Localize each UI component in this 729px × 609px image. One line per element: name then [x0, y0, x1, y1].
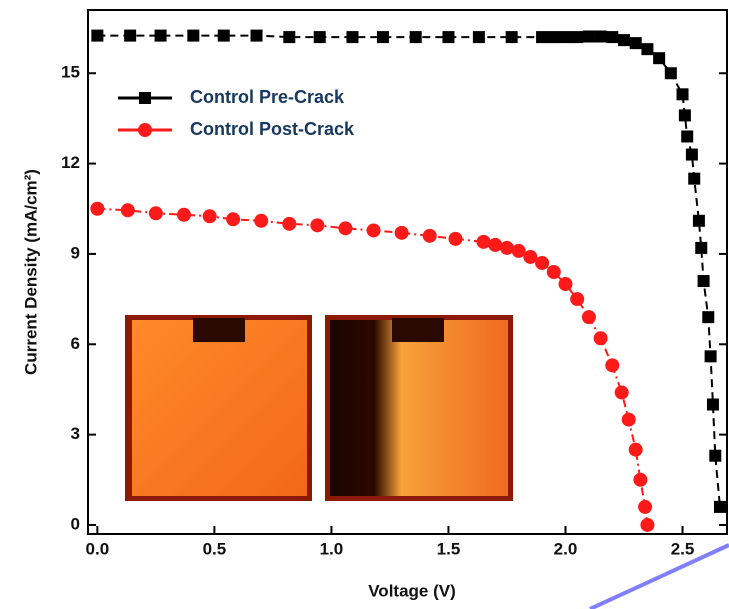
- x-tick-label: 1.5: [437, 539, 461, 558]
- legend-label: Control Post-Crack: [190, 119, 355, 139]
- data-point: [154, 29, 167, 42]
- data-point: [697, 275, 710, 288]
- y-axis-label: Current Density (mA/cm²): [21, 169, 40, 375]
- data-point: [681, 130, 694, 143]
- inset-photo: [132, 320, 307, 496]
- data-point: [558, 277, 573, 292]
- data-point: [442, 31, 455, 44]
- data-point: [605, 358, 620, 373]
- data-point: [511, 243, 526, 258]
- legend-label: Control Pre-Crack: [190, 87, 345, 107]
- data-point: [593, 331, 608, 346]
- data-point: [409, 31, 422, 44]
- data-point: [422, 228, 437, 243]
- data-point: [628, 442, 643, 457]
- data-point: [226, 212, 241, 227]
- y-tick-label: 15: [61, 63, 80, 82]
- series-line: [97, 34, 721, 507]
- data-point: [704, 350, 717, 363]
- inset-contact: [392, 318, 444, 342]
- data-point: [621, 412, 636, 427]
- data-point: [310, 218, 325, 233]
- data-point: [685, 148, 698, 161]
- y-tick-label: 0: [71, 514, 80, 533]
- data-point: [202, 209, 217, 224]
- inset-photo: [330, 320, 508, 496]
- data-point: [653, 52, 666, 65]
- data-point: [546, 265, 561, 279]
- data-point: [629, 37, 642, 50]
- data-point: [90, 201, 105, 216]
- data-point: [618, 34, 631, 47]
- y-tick-label: 6: [71, 334, 80, 353]
- data-point: [313, 31, 326, 44]
- data-point: [499, 240, 514, 255]
- data-point: [695, 241, 708, 254]
- data-point: [606, 31, 619, 44]
- data-point: [582, 30, 595, 43]
- data-point: [571, 31, 584, 44]
- data-point: [713, 500, 726, 513]
- legend-marker: [138, 123, 152, 137]
- y-tick-label: 3: [71, 424, 80, 443]
- data-point: [217, 29, 230, 42]
- data-point: [535, 255, 550, 270]
- legend-marker: [139, 92, 151, 104]
- x-tick-label: 0.0: [86, 539, 110, 558]
- data-point: [187, 29, 200, 42]
- data-point: [547, 31, 560, 44]
- data-point: [638, 499, 653, 514]
- data-point: [476, 234, 491, 249]
- data-point: [523, 249, 538, 264]
- data-point: [570, 292, 585, 307]
- data-point: [706, 398, 719, 411]
- data-point: [692, 214, 705, 227]
- data-point: [536, 31, 549, 44]
- y-tick-label: 12: [61, 153, 80, 172]
- data-point: [678, 109, 691, 122]
- data-point: [394, 225, 409, 240]
- data-point: [338, 221, 353, 236]
- data-point: [641, 43, 654, 56]
- data-point: [614, 385, 629, 400]
- data-point: [376, 31, 389, 44]
- data-point: [472, 31, 485, 44]
- x-tick-label: 1.0: [320, 539, 344, 558]
- x-tick-label: 2.5: [671, 539, 695, 558]
- data-point: [505, 31, 518, 44]
- x-tick-label: 2.0: [554, 539, 578, 558]
- data-point: [250, 29, 263, 42]
- inset-contact: [193, 318, 245, 342]
- y-tick-label: 9: [71, 243, 80, 262]
- data-point: [594, 30, 607, 43]
- data-point: [676, 88, 689, 101]
- data-point: [702, 311, 715, 324]
- data-point: [254, 213, 269, 228]
- data-point: [709, 449, 722, 462]
- data-point: [559, 31, 572, 44]
- data-point: [581, 310, 596, 325]
- data-point: [120, 203, 135, 218]
- data-point: [124, 29, 137, 42]
- data-point: [148, 206, 163, 221]
- data-point: [488, 237, 503, 252]
- decoration-line: [589, 543, 729, 609]
- x-axis-label: Voltage (V): [368, 581, 456, 600]
- data-point: [633, 472, 648, 487]
- data-point: [282, 216, 297, 231]
- data-point: [91, 29, 104, 42]
- data-point: [346, 31, 359, 44]
- data-point: [176, 207, 191, 222]
- data-point: [640, 517, 655, 532]
- data-point: [366, 223, 381, 238]
- data-point: [688, 172, 701, 185]
- data-point: [448, 231, 463, 246]
- data-point: [664, 67, 677, 80]
- x-tick-label: 0.5: [203, 539, 227, 558]
- plot-frame: [87, 9, 728, 535]
- data-point: [283, 31, 296, 44]
